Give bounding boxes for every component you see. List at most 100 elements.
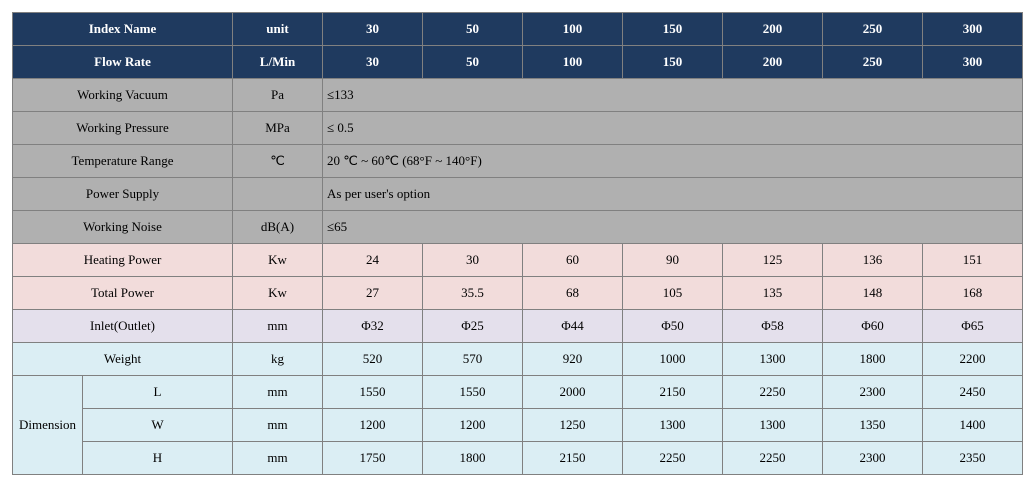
val-vacuum: ≤133 bbox=[323, 79, 1023, 112]
unit-power bbox=[233, 178, 323, 211]
dim-w-3: 1300 bbox=[623, 409, 723, 442]
dim-l-unit: mm bbox=[233, 376, 323, 409]
row-weight: Weight kg 520 570 920 1000 1300 1800 220… bbox=[13, 343, 1023, 376]
dim-l-6: 2450 bbox=[923, 376, 1023, 409]
inlet-3: Φ50 bbox=[623, 310, 723, 343]
row-vacuum: Working Vacuum Pa ≤133 bbox=[13, 79, 1023, 112]
val-noise: ≤65 bbox=[323, 211, 1023, 244]
heat-2: 60 bbox=[523, 244, 623, 277]
row-total-power: Total Power Kw 27 35.5 68 105 135 148 16… bbox=[13, 277, 1023, 310]
row-dim-l: Dimension L mm 1550 1550 2000 2150 2250 … bbox=[13, 376, 1023, 409]
row-temp: Temperature Range ℃ 20 ℃ ~ 60℃ (68°F ~ 1… bbox=[13, 145, 1023, 178]
th-col-2: 100 bbox=[523, 13, 623, 46]
inlet-1: Φ25 bbox=[423, 310, 523, 343]
heat-4: 125 bbox=[723, 244, 823, 277]
flow-6: 300 bbox=[923, 46, 1023, 79]
row-heating-power: Heating Power Kw 24 30 60 90 125 136 151 bbox=[13, 244, 1023, 277]
total-5: 148 bbox=[823, 277, 923, 310]
dim-h-1: 1800 bbox=[423, 442, 523, 475]
header-row-flow: Flow Rate L/Min 30 50 100 150 200 250 30… bbox=[13, 46, 1023, 79]
header-row-index: Index Name unit 30 50 100 150 200 250 30… bbox=[13, 13, 1023, 46]
flow-1: 50 bbox=[423, 46, 523, 79]
flow-3: 150 bbox=[623, 46, 723, 79]
label-heat: Heating Power bbox=[13, 244, 233, 277]
label-vacuum: Working Vacuum bbox=[13, 79, 233, 112]
inlet-0: Φ32 bbox=[323, 310, 423, 343]
flow-0: 30 bbox=[323, 46, 423, 79]
inlet-6: Φ65 bbox=[923, 310, 1023, 343]
flow-4: 200 bbox=[723, 46, 823, 79]
th-index-name: Index Name bbox=[13, 13, 233, 46]
heat-5: 136 bbox=[823, 244, 923, 277]
unit-heat: Kw bbox=[233, 244, 323, 277]
th-col-4: 200 bbox=[723, 13, 823, 46]
dim-h-unit: mm bbox=[233, 442, 323, 475]
th-flow-unit: L/Min bbox=[233, 46, 323, 79]
dim-w-2: 1250 bbox=[523, 409, 623, 442]
dim-w-0: 1200 bbox=[323, 409, 423, 442]
row-noise: Working Noise dB(A) ≤65 bbox=[13, 211, 1023, 244]
val-pressure: ≤ 0.5 bbox=[323, 112, 1023, 145]
weight-6: 2200 bbox=[923, 343, 1023, 376]
unit-weight: kg bbox=[233, 343, 323, 376]
dim-w-sub: W bbox=[83, 409, 233, 442]
total-4: 135 bbox=[723, 277, 823, 310]
weight-5: 1800 bbox=[823, 343, 923, 376]
label-dimension: Dimension bbox=[13, 376, 83, 475]
heat-3: 90 bbox=[623, 244, 723, 277]
dim-h-3: 2250 bbox=[623, 442, 723, 475]
unit-inlet: mm bbox=[233, 310, 323, 343]
label-noise: Working Noise bbox=[13, 211, 233, 244]
unit-pressure: MPa bbox=[233, 112, 323, 145]
dim-h-sub: H bbox=[83, 442, 233, 475]
label-power: Power Supply bbox=[13, 178, 233, 211]
weight-4: 1300 bbox=[723, 343, 823, 376]
dim-l-0: 1550 bbox=[323, 376, 423, 409]
label-pressure: Working Pressure bbox=[13, 112, 233, 145]
unit-total: Kw bbox=[233, 277, 323, 310]
inlet-5: Φ60 bbox=[823, 310, 923, 343]
weight-1: 570 bbox=[423, 343, 523, 376]
inlet-2: Φ44 bbox=[523, 310, 623, 343]
unit-noise: dB(A) bbox=[233, 211, 323, 244]
row-power-supply: Power Supply As per user's option bbox=[13, 178, 1023, 211]
val-power: As per user's option bbox=[323, 178, 1023, 211]
row-dim-h: H mm 1750 1800 2150 2250 2250 2300 2350 bbox=[13, 442, 1023, 475]
weight-2: 920 bbox=[523, 343, 623, 376]
dim-l-1: 1550 bbox=[423, 376, 523, 409]
label-temp: Temperature Range bbox=[13, 145, 233, 178]
dim-w-5: 1350 bbox=[823, 409, 923, 442]
dim-l-sub: L bbox=[83, 376, 233, 409]
unit-temp: ℃ bbox=[233, 145, 323, 178]
row-dim-w: W mm 1200 1200 1250 1300 1300 1350 1400 bbox=[13, 409, 1023, 442]
th-col-1: 50 bbox=[423, 13, 523, 46]
weight-3: 1000 bbox=[623, 343, 723, 376]
row-inlet: Inlet(Outlet) mm Φ32 Φ25 Φ44 Φ50 Φ58 Φ60… bbox=[13, 310, 1023, 343]
val-temp: 20 ℃ ~ 60℃ (68°F ~ 140°F) bbox=[323, 145, 1023, 178]
label-total: Total Power bbox=[13, 277, 233, 310]
total-0: 27 bbox=[323, 277, 423, 310]
total-2: 68 bbox=[523, 277, 623, 310]
th-col-0: 30 bbox=[323, 13, 423, 46]
dim-w-4: 1300 bbox=[723, 409, 823, 442]
spec-table: Index Name unit 30 50 100 150 200 250 30… bbox=[12, 12, 1023, 475]
th-col-3: 150 bbox=[623, 13, 723, 46]
dim-h-2: 2150 bbox=[523, 442, 623, 475]
dim-w-1: 1200 bbox=[423, 409, 523, 442]
dim-h-0: 1750 bbox=[323, 442, 423, 475]
inlet-4: Φ58 bbox=[723, 310, 823, 343]
weight-0: 520 bbox=[323, 343, 423, 376]
dim-l-3: 2150 bbox=[623, 376, 723, 409]
label-inlet: Inlet(Outlet) bbox=[13, 310, 233, 343]
flow-5: 250 bbox=[823, 46, 923, 79]
heat-6: 151 bbox=[923, 244, 1023, 277]
dim-l-4: 2250 bbox=[723, 376, 823, 409]
dim-h-4: 2250 bbox=[723, 442, 823, 475]
dim-l-2: 2000 bbox=[523, 376, 623, 409]
row-pressure: Working Pressure MPa ≤ 0.5 bbox=[13, 112, 1023, 145]
heat-1: 30 bbox=[423, 244, 523, 277]
dim-w-6: 1400 bbox=[923, 409, 1023, 442]
dim-h-6: 2350 bbox=[923, 442, 1023, 475]
dim-h-5: 2300 bbox=[823, 442, 923, 475]
heat-0: 24 bbox=[323, 244, 423, 277]
